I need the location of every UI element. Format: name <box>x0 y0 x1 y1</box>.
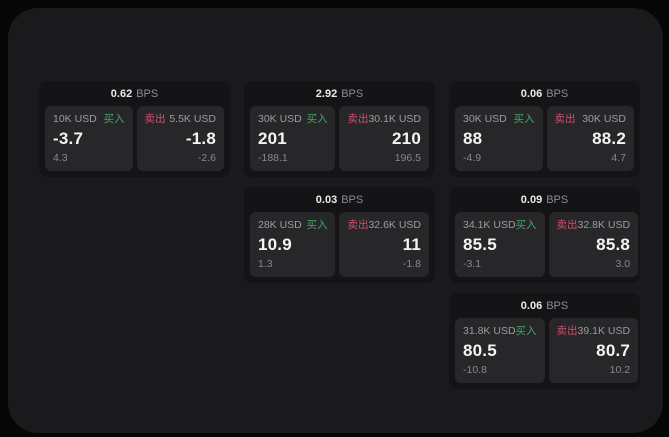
bps-header: 0.09 BPS <box>455 191 634 212</box>
buy-sub-value: -188.1 <box>258 152 288 164</box>
sell-sub-value: 4.7 <box>611 152 626 164</box>
buy-price: 88 <box>463 129 483 148</box>
sell-sub-value: -2.6 <box>197 152 216 164</box>
buy-sub-value: 4.3 <box>53 152 68 164</box>
buy-sub-value: -10.8 <box>463 364 487 376</box>
sell-side-label: 卖出 <box>144 113 166 125</box>
buy-amount: 28K USD <box>258 219 302 231</box>
sell-price: 85.8 <box>596 235 631 254</box>
buy-quote-panel[interactable]: 10K USD 买入 -3.7 4.3 <box>45 106 133 171</box>
buy-side-label: 买入 <box>103 113 125 125</box>
quote-panels: 30K USD 买入 201 -188.1 卖出 30.1K USD 210 1… <box>250 106 429 171</box>
sell-amount: 5.5K USD <box>169 113 216 125</box>
sell-quote-panel[interactable]: 卖出 30K USD 88.2 4.7 <box>546 106 634 171</box>
buy-price: -3.7 <box>53 129 84 148</box>
bps-value: 0.06 <box>520 88 543 100</box>
bps-header: 0.06 BPS <box>455 85 634 106</box>
sell-side-label: 卖出 <box>554 113 576 125</box>
sell-amount: 32.8K USD <box>577 219 631 231</box>
sell-side-label: 卖出 <box>347 113 369 125</box>
sell-amount: 30.1K USD <box>368 113 421 125</box>
buy-amount: 34.1K USD <box>463 219 516 231</box>
quote-card: 0.62 BPS 10K USD 买入 -3.7 4.3 卖出 5.5K USD <box>39 81 230 177</box>
quote-card: 0.06 BPS 30K USD 买入 88 -4.9 卖出 30K USD <box>449 81 640 177</box>
quote-panels: 34.1K USD 买入 85.5 -3.1 卖出 32.8K USD 85.8… <box>455 212 639 277</box>
buy-price: 85.5 <box>463 235 497 254</box>
buy-price: 201 <box>258 129 287 148</box>
sell-amount: 32.6K USD <box>368 219 421 231</box>
bps-unit-label: BPS <box>136 88 159 100</box>
sell-side-label: 卖出 <box>556 219 578 231</box>
buy-sub-value: -3.1 <box>463 258 482 270</box>
sell-price: 80.7 <box>596 341 631 360</box>
sell-side-label: 卖出 <box>556 325 578 337</box>
sell-price: 210 <box>392 129 421 148</box>
sell-amount: 39.1K USD <box>577 325 631 337</box>
buy-amount: 30K USD <box>463 113 507 125</box>
quote-card: 0.09 BPS 34.1K USD 买入 85.5 -3.1 卖出 32.8K … <box>449 187 640 283</box>
quote-panels: 28K USD 买入 10.9 1.3 卖出 32.6K USD 11 -1.8 <box>250 212 429 277</box>
buy-amount: 30K USD <box>258 113 302 125</box>
buy-side-label: 买入 <box>306 113 328 125</box>
sell-quote-panel[interactable]: 卖出 30.1K USD 210 196.5 <box>339 106 429 171</box>
sell-side-label: 卖出 <box>347 219 369 231</box>
bps-header: 0.03 BPS <box>250 191 429 212</box>
bps-unit-label: BPS <box>341 194 364 206</box>
bps-value: 0.06 <box>520 300 543 312</box>
app-surface: 0.62 BPS 10K USD 买入 -3.7 4.3 卖出 5.5K USD <box>8 8 663 433</box>
sell-quote-panel[interactable]: 卖出 32.8K USD 85.8 3.0 <box>548 212 639 277</box>
sell-quote-panel[interactable]: 卖出 32.6K USD 11 -1.8 <box>339 212 429 277</box>
quote-grid: 0.62 BPS 10K USD 买入 -3.7 4.3 卖出 5.5K USD <box>39 81 640 389</box>
buy-side-label: 买入 <box>513 113 535 125</box>
bps-unit-label: BPS <box>546 300 569 312</box>
quote-card: 2.92 BPS 30K USD 买入 201 -188.1 卖出 30.1K U… <box>244 81 435 177</box>
quote-panels: 30K USD 买入 88 -4.9 卖出 30K USD 88.2 4.7 <box>455 106 634 171</box>
sell-sub-value: 10.2 <box>609 364 631 376</box>
quote-panels: 31.8K USD 买入 80.5 -10.8 卖出 39.1K USD 80.… <box>455 318 639 383</box>
bps-header: 0.06 BPS <box>455 297 634 318</box>
sell-sub-value: 3.0 <box>615 258 631 270</box>
buy-side-label: 买入 <box>515 219 537 231</box>
buy-quote-panel[interactable]: 34.1K USD 买入 85.5 -3.1 <box>455 212 545 277</box>
quote-card: 0.06 BPS 31.8K USD 买入 80.5 -10.8 卖出 39.1K… <box>449 293 640 389</box>
buy-sub-value: -4.9 <box>463 152 482 164</box>
bps-header: 0.62 BPS <box>45 85 224 106</box>
bps-value: 0.62 <box>110 88 133 100</box>
buy-price: 10.9 <box>258 235 292 254</box>
buy-side-label: 买入 <box>306 219 328 231</box>
buy-amount: 31.8K USD <box>463 325 516 337</box>
sell-sub-value: 196.5 <box>394 152 421 164</box>
bps-value: 0.03 <box>315 194 338 206</box>
buy-quote-panel[interactable]: 31.8K USD 买入 80.5 -10.8 <box>455 318 545 383</box>
buy-side-label: 买入 <box>515 325 537 337</box>
bps-header: 2.92 BPS <box>250 85 429 106</box>
quote-panels: 10K USD 买入 -3.7 4.3 卖出 5.5K USD -1.8 -2.… <box>45 106 224 171</box>
sell-price: -1.8 <box>185 129 216 148</box>
sell-quote-panel[interactable]: 卖出 5.5K USD -1.8 -2.6 <box>136 106 224 171</box>
buy-amount: 10K USD <box>53 113 97 125</box>
bps-unit-label: BPS <box>341 88 364 100</box>
sell-price: 11 <box>402 235 421 254</box>
sell-price: 88.2 <box>592 129 626 148</box>
sell-quote-panel[interactable]: 卖出 39.1K USD 80.7 10.2 <box>548 318 639 383</box>
sell-sub-value: -1.8 <box>402 258 421 270</box>
buy-sub-value: 1.3 <box>258 258 273 270</box>
buy-quote-panel[interactable]: 28K USD 买入 10.9 1.3 <box>250 212 336 277</box>
bps-value: 0.09 <box>520 194 543 206</box>
buy-price: 80.5 <box>463 341 497 360</box>
bps-unit-label: BPS <box>546 88 569 100</box>
sell-amount: 30K USD <box>582 113 626 125</box>
buy-quote-panel[interactable]: 30K USD 买入 88 -4.9 <box>455 106 543 171</box>
buy-quote-panel[interactable]: 30K USD 买入 201 -188.1 <box>250 106 336 171</box>
bps-unit-label: BPS <box>546 194 569 206</box>
quote-card: 0.03 BPS 28K USD 买入 10.9 1.3 卖出 32.6K USD <box>244 187 435 283</box>
bps-value: 2.92 <box>315 88 338 100</box>
